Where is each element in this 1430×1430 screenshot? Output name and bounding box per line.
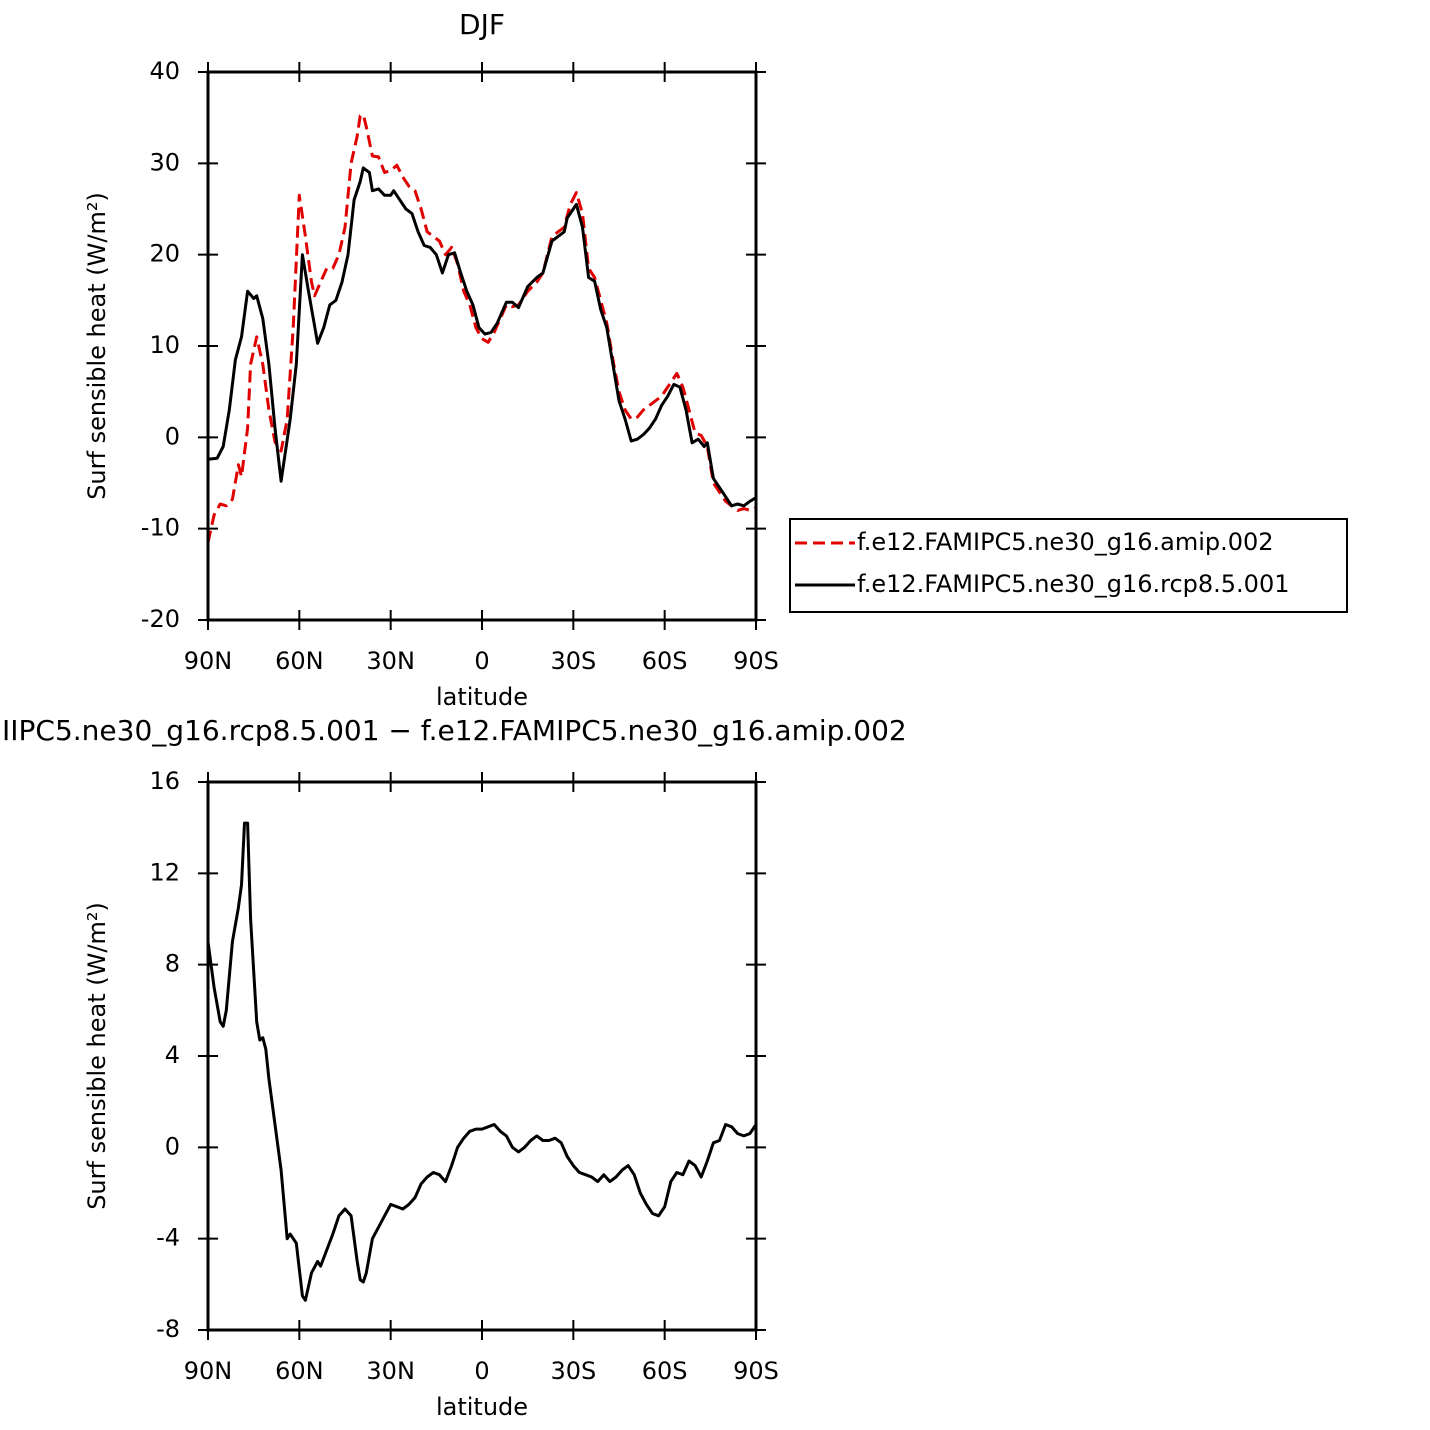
- y-tick-label: 4: [165, 1041, 180, 1069]
- legend-label: f.e12.FAMIPC5.ne30_g16.amip.002: [857, 528, 1274, 556]
- x-tick-label: 90S: [733, 647, 779, 675]
- x-tick-label: 30S: [550, 647, 596, 675]
- y-tick-label: 30: [149, 148, 180, 176]
- x-tick-label: 90N: [184, 1357, 233, 1385]
- x-tick-label: 0: [474, 647, 489, 675]
- x-tick-label: 30N: [366, 1357, 415, 1385]
- x-tick-label: 90N: [184, 647, 233, 675]
- x-tick-label: 60S: [642, 1357, 688, 1385]
- y-tick-label: 0: [165, 422, 180, 450]
- y-tick-label: -4: [156, 1224, 180, 1252]
- legend-box: [789, 518, 1348, 613]
- y-tick-label: 10: [149, 331, 180, 359]
- series-line: [206, 821, 758, 1302]
- y-axis-label: Surf sensible heat (W/m²): [83, 192, 111, 500]
- x-tick-label: 60N: [275, 647, 324, 675]
- x-axis-label: latitude: [436, 683, 528, 711]
- x-tick-label: 30N: [366, 647, 415, 675]
- legend-label: f.e12.FAMIPC5.ne30_g16.rcp8.5.001: [857, 570, 1290, 598]
- x-tick-label: 60N: [275, 1357, 324, 1385]
- y-tick-label: 40: [149, 57, 180, 85]
- y-tick-label: -10: [141, 514, 180, 542]
- y-tick-label: 20: [149, 240, 180, 268]
- plot-frame: [206, 70, 758, 622]
- y-tick-label: -8: [156, 1315, 180, 1343]
- chart-title: DJF: [459, 8, 505, 41]
- y-tick-label: 0: [165, 1132, 180, 1160]
- y-tick-label: 12: [149, 858, 180, 886]
- y-tick-label: 16: [149, 767, 180, 795]
- x-axis-label: latitude: [436, 1393, 528, 1421]
- y-tick-label: 8: [165, 950, 180, 978]
- x-tick-label: 60S: [642, 647, 688, 675]
- chart-title: IIPC5.ne30_g16.rcp8.5.001 − f.e12.FAMIPC…: [2, 714, 907, 747]
- series-line: [206, 113, 757, 543]
- x-tick-label: 90S: [733, 1357, 779, 1385]
- x-tick-label: 30S: [550, 1357, 596, 1385]
- y-tick-label: -20: [141, 605, 180, 633]
- x-tick-label: 0: [474, 1357, 489, 1385]
- series-line: [207, 166, 757, 508]
- plot-frame: [206, 780, 758, 1332]
- y-axis-label: Surf sensible heat (W/m²): [83, 902, 111, 1210]
